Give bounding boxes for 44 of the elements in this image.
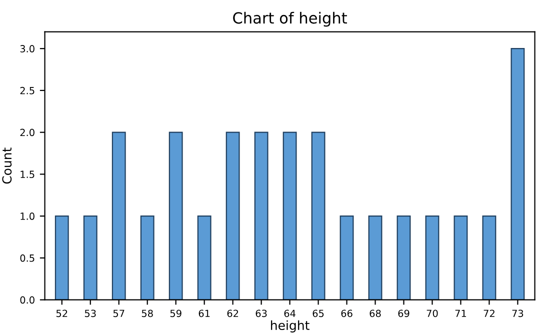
x-tick-label: 53 xyxy=(84,310,96,318)
x-tick-label: 63 xyxy=(256,310,267,318)
bar xyxy=(282,132,297,300)
bar xyxy=(168,132,183,300)
x-tick-label: 58 xyxy=(142,310,153,318)
x-tick-label: 64 xyxy=(284,310,296,318)
x-tick-label: 69 xyxy=(398,310,410,318)
x-tick-label: 62 xyxy=(227,310,238,318)
y-tick-label: 2.0 xyxy=(20,128,34,136)
bar xyxy=(510,48,525,300)
bar xyxy=(254,132,268,300)
bar xyxy=(482,216,496,300)
bar xyxy=(368,216,382,300)
bar xyxy=(396,216,411,300)
bar xyxy=(54,216,69,300)
y-tick-label: 2.5 xyxy=(20,86,34,94)
bar xyxy=(226,132,240,300)
x-tick-label: 70 xyxy=(426,310,438,318)
bar xyxy=(83,216,98,300)
bar xyxy=(140,216,154,300)
x-tick-label: 65 xyxy=(312,310,324,318)
bar xyxy=(311,132,326,300)
bar xyxy=(340,216,354,300)
x-tick-label: 68 xyxy=(370,310,381,318)
x-tick-label: 71 xyxy=(455,310,466,317)
bar xyxy=(425,216,440,300)
chart-title: Chart of height xyxy=(233,12,347,27)
x-tick-label: 61 xyxy=(198,310,210,318)
x-axis-title: height xyxy=(271,320,310,332)
x-tick-label: 57 xyxy=(113,310,124,318)
x-tick-label: 59 xyxy=(170,310,182,318)
x-tick-label: 73 xyxy=(512,310,524,318)
y-tick-label: 1.0 xyxy=(20,212,34,220)
bar xyxy=(112,132,126,300)
y-axis-title: Count xyxy=(2,148,12,184)
y-tick-label: 0.5 xyxy=(20,254,34,262)
y-tick-label: 0.0 xyxy=(20,296,34,304)
x-tick-label: 66 xyxy=(341,310,352,318)
y-tick-label: 1.5 xyxy=(20,170,34,178)
bar xyxy=(454,216,468,300)
x-tick-label: 52 xyxy=(56,310,68,318)
y-tick-label: 3.0 xyxy=(20,45,34,52)
x-tick-label: 72 xyxy=(484,310,494,317)
bar xyxy=(197,216,212,300)
